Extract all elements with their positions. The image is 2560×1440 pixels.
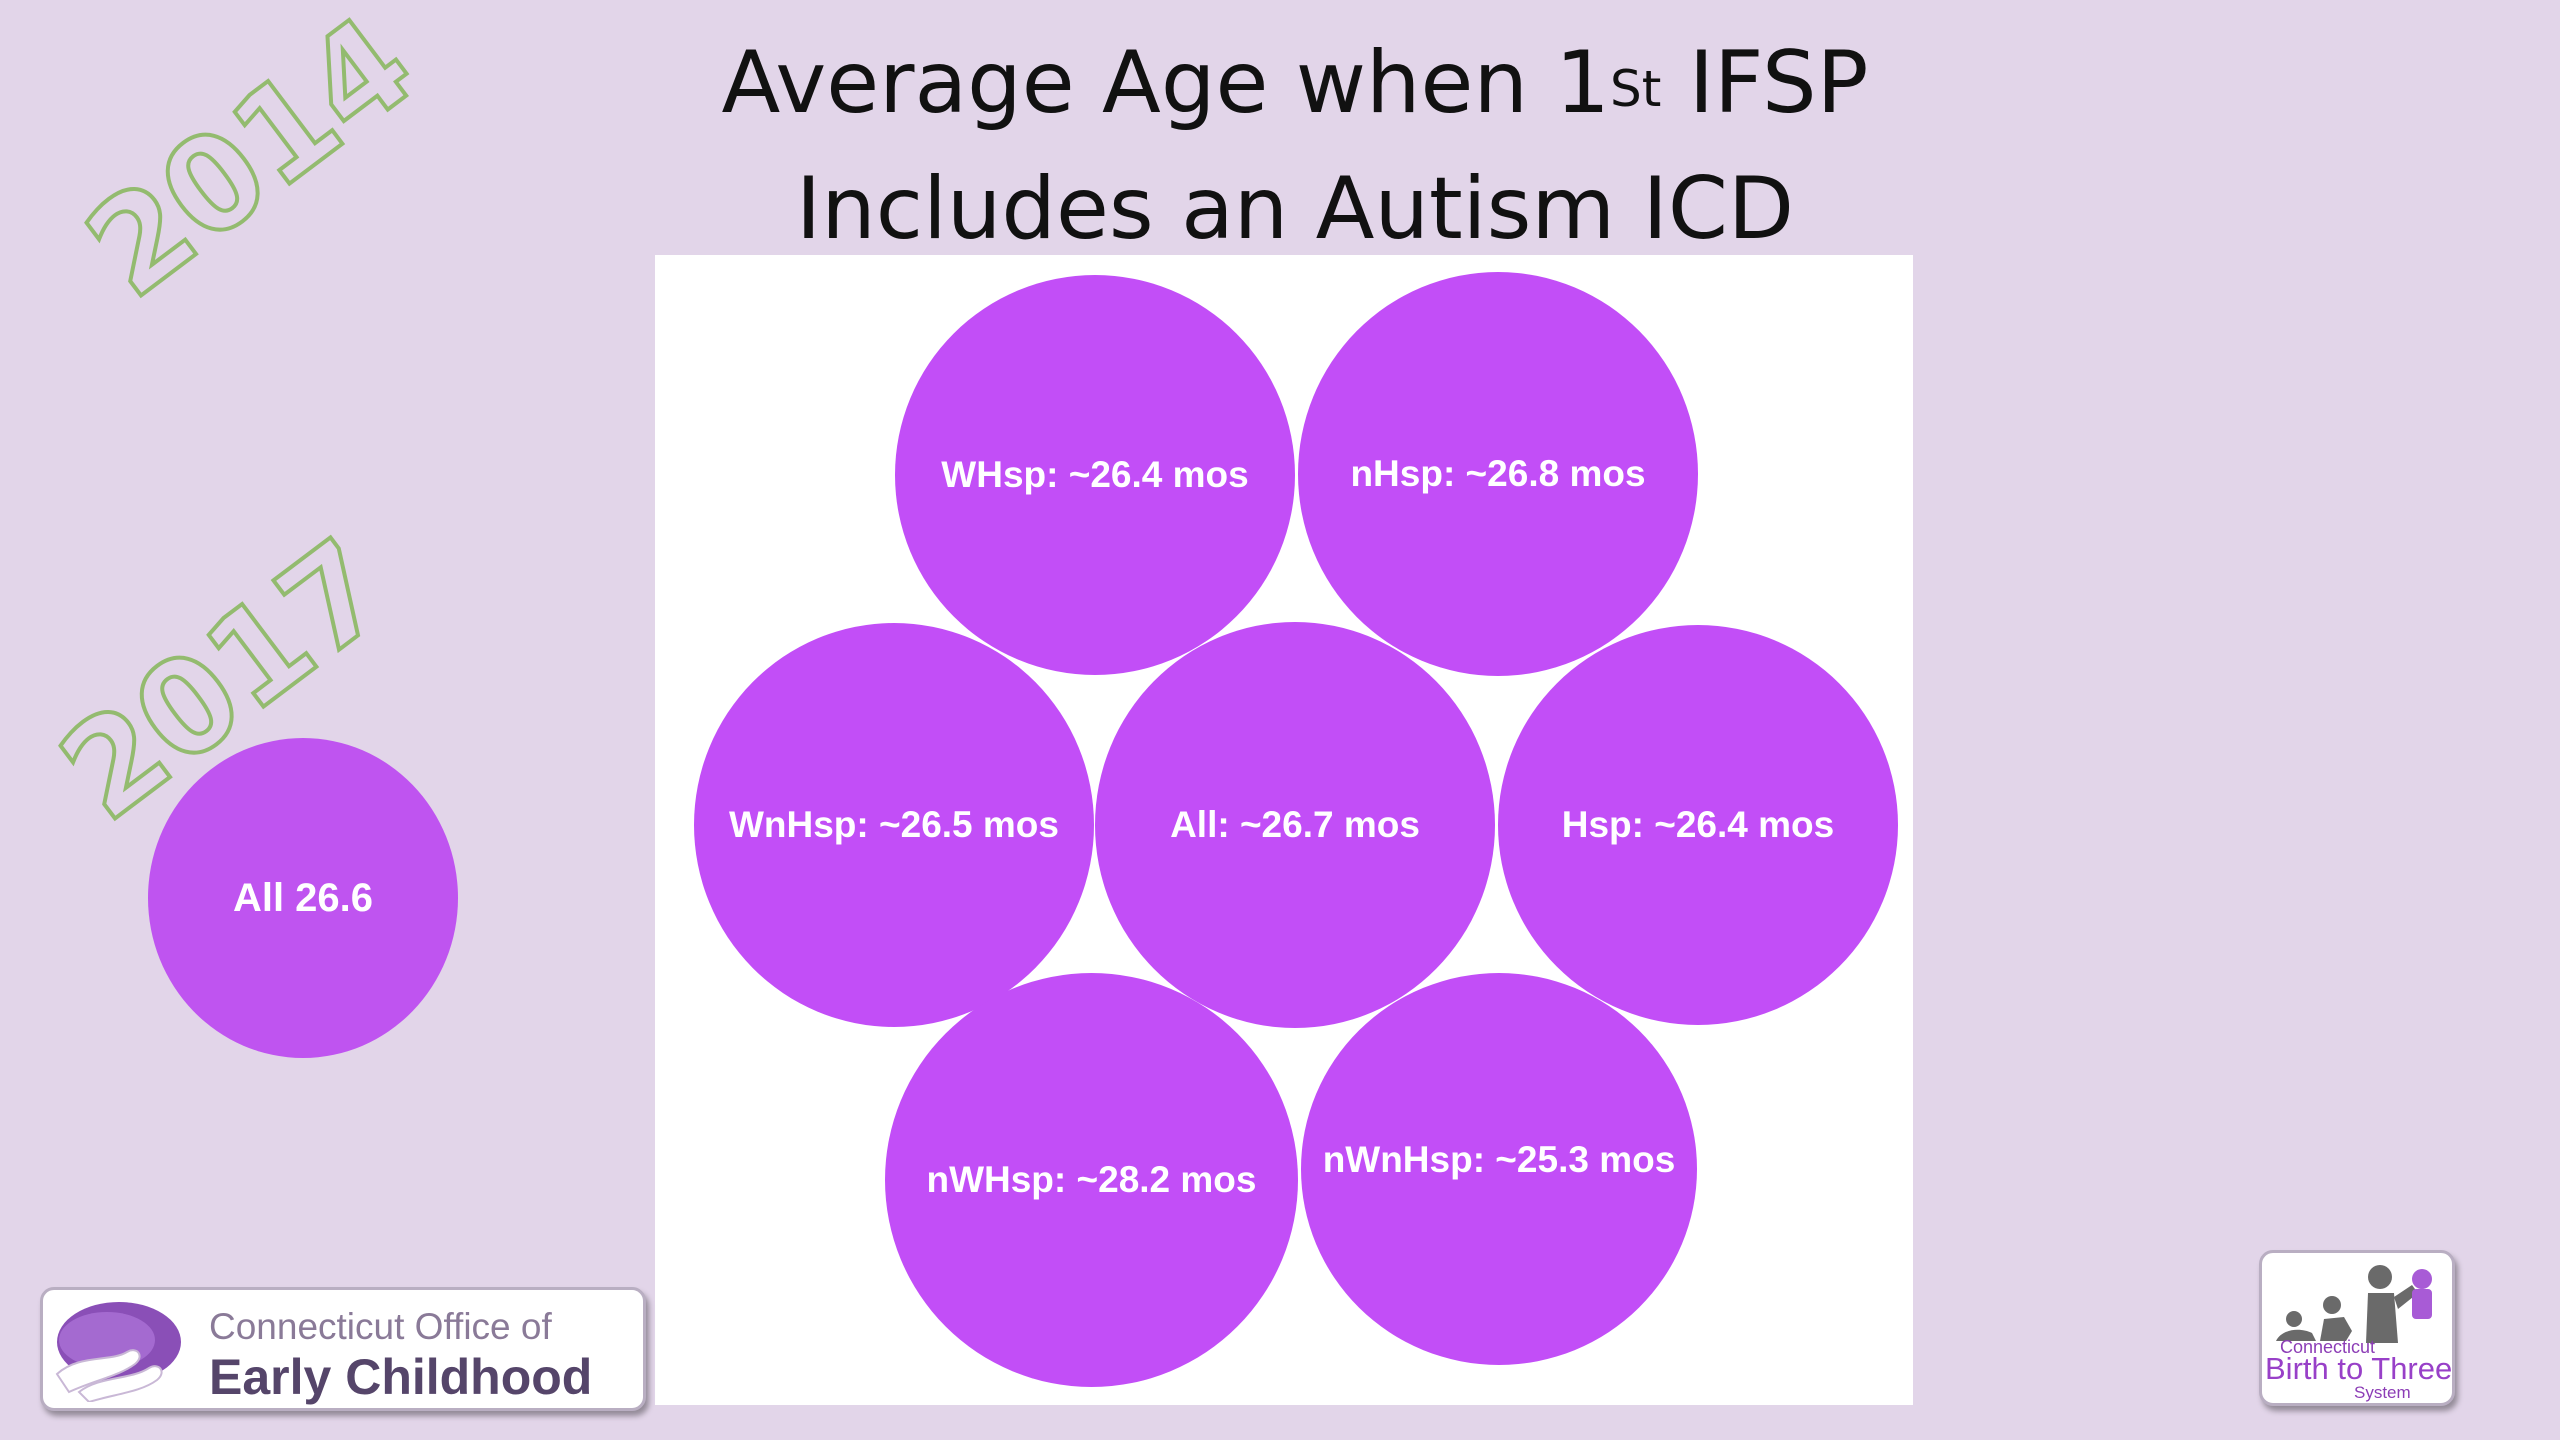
children-figures-icon	[2276, 1265, 2432, 1343]
b23-logo-line2: Birth to Three	[2265, 1351, 2453, 1386]
slide-title: Average Age when 1St IFSP Includes an Au…	[640, 20, 1950, 272]
bubble-wnhsp: WnHsp: ~26.5 mos	[694, 623, 1094, 1027]
hands-icon	[55, 1302, 181, 1402]
b23-logo-line1: Connecticut	[2280, 1337, 2376, 1357]
oec-logo-line1: Connecticut Office of	[209, 1306, 552, 1347]
b23-logo-line3: System	[2354, 1383, 2411, 1402]
bubble-hsp: Hsp: ~26.4 mos	[1498, 625, 1898, 1025]
oec-logo-line2: Early Childhood	[209, 1349, 593, 1405]
bubble-nwnhsp: nWnHsp: ~25.3 mos	[1301, 973, 1697, 1365]
title-line-1: Average Age when 1St IFSP	[721, 33, 1869, 133]
bubble-nwhsp: nWHsp: ~28.2 mos	[885, 973, 1298, 1387]
birth-to-three-logo: Connecticut Birth to Three System	[2259, 1250, 2455, 1406]
title-superscript: St	[1610, 60, 1662, 118]
bubble-nhsp: nHsp: ~26.8 mos	[1298, 272, 1698, 676]
bubble-whsp: WHsp: ~26.4 mos	[895, 275, 1295, 675]
side-bubble-all: All 26.6	[148, 738, 458, 1058]
title-line-2: Includes an Autism ICD	[795, 159, 1795, 259]
bubble-all: All: ~26.7 mos	[1095, 622, 1495, 1028]
bubble-panel: WHsp: ~26.4 mos nHsp: ~26.8 mos WnHsp: ~…	[655, 255, 1913, 1405]
oec-logo: Connecticut Office of Early Childhood	[40, 1287, 646, 1411]
year-label-2014: 2014	[58, 0, 442, 328]
